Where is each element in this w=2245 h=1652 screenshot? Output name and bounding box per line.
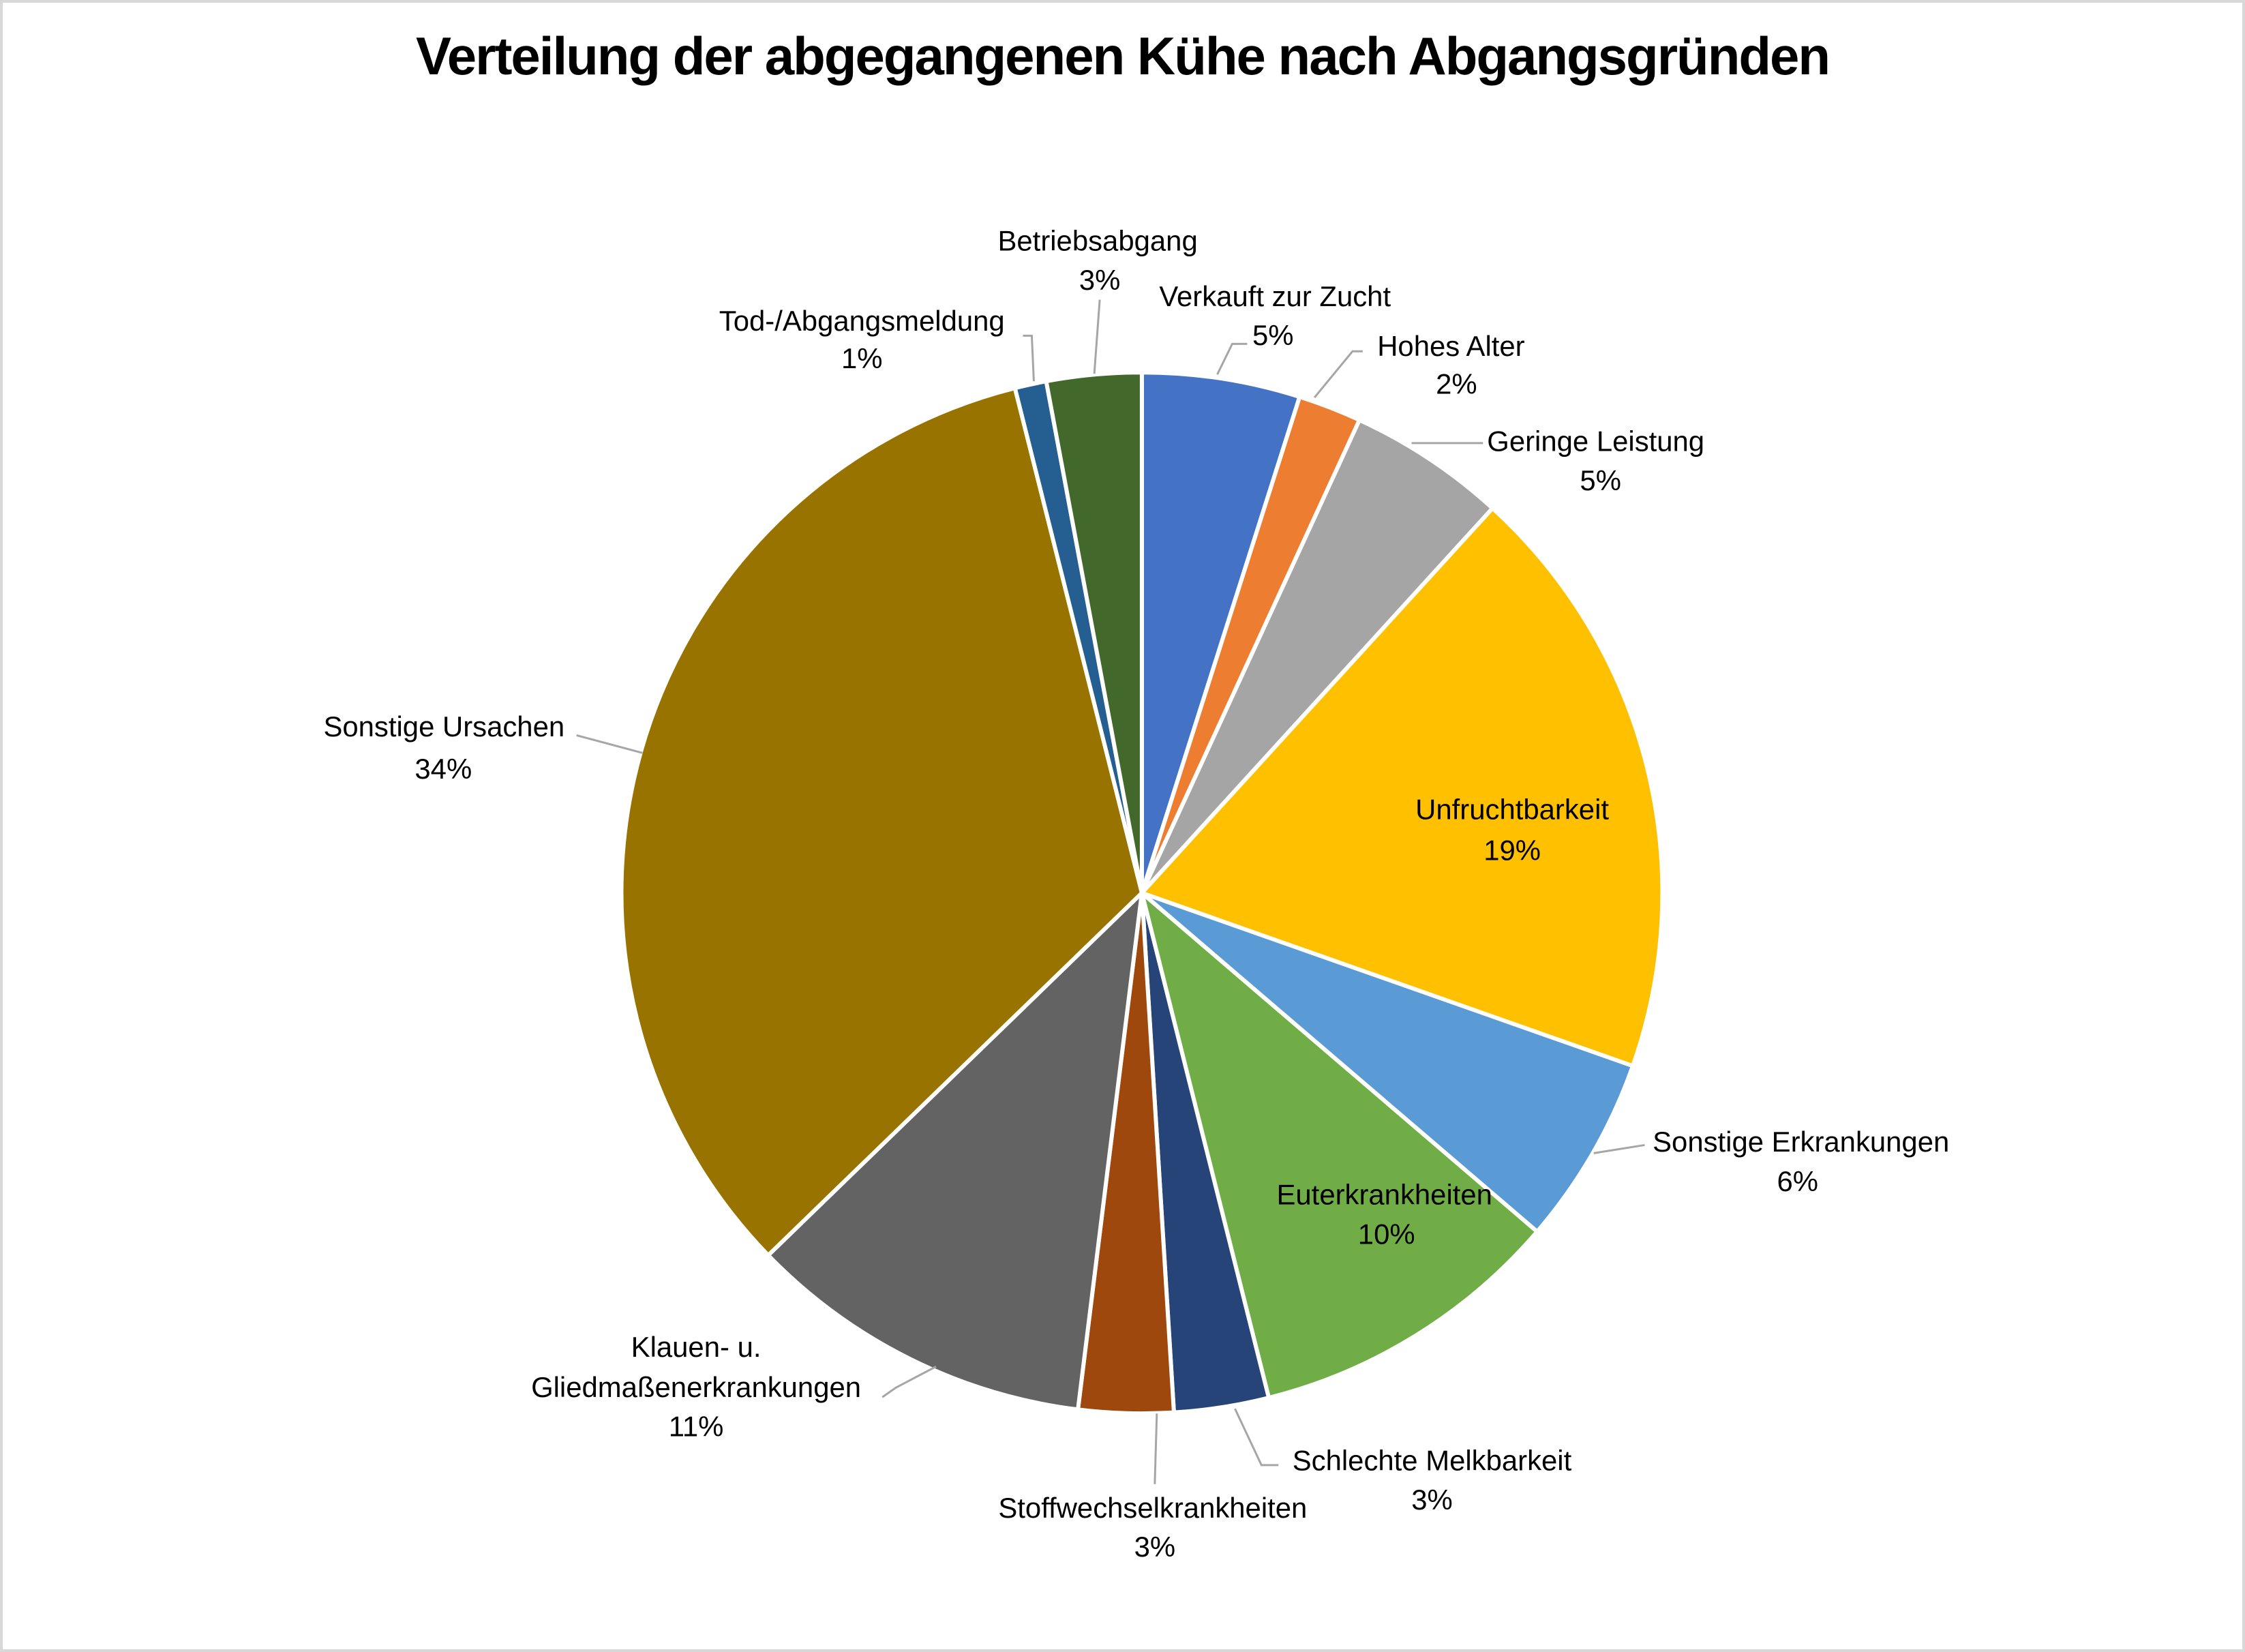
slice-label-stoffwechselkrankheiten: Stoffwechselkrankheiten 3%: [998, 1492, 1307, 1563]
pie-slices: [619, 370, 1665, 1416]
slice-label-tod-abgangsmeldung-value: 1%: [841, 342, 883, 374]
slice-label-euterkrankheiten-value: 10%: [1358, 1218, 1415, 1250]
leader-line-tod-abgangsmeldung: [1023, 334, 1035, 382]
slice-label-hohes-alter: Hohes Alter 2%: [1377, 330, 1524, 400]
leader-line-schlechte-melkbarkeit: [1234, 1408, 1279, 1467]
slice-label-betriebsabgang-value: 3%: [1079, 264, 1121, 296]
slice-label-sonstige-ursachen-name: Sonstige Ursachen: [323, 710, 564, 742]
pie-slice-betriebsabgang: [1044, 370, 1144, 895]
slice-label-geringe-leistung-name: Geringe Leistung: [1487, 425, 1704, 457]
pie-slice-geringe-leistung: [1139, 418, 1495, 895]
leader-line-verkauft-zur-zucht: [1216, 342, 1248, 375]
slice-label-stoffwechselkrankheiten-value: 3%: [1134, 1531, 1176, 1563]
pie-slice-sonstige-ursachen: [619, 386, 1144, 1258]
leader-line-hohes-alter: [1313, 350, 1363, 399]
slice-label-euterkrankheiten-name: Euterkrankheiten: [1276, 1179, 1492, 1211]
slice-label-sonstige-erkrankungen-value: 6%: [1777, 1165, 1818, 1197]
pie-slice-unfruchtbarkeit: [1139, 506, 1665, 1068]
slice-label-unfruchtbarkeit: Unfruchtbarkeit 19%: [1415, 794, 1609, 867]
slice-label-sonstige-erkrankungen-name: Sonstige Erkrankungen: [1653, 1126, 1949, 1158]
slice-label-unfruchtbarkeit-name: Unfruchtbarkeit: [1415, 794, 1609, 826]
slice-label-stoffwechselkrankheiten-name: Stoffwechselkrankheiten: [998, 1492, 1307, 1524]
slice-label-klauen-gliedmassenerkrankungen-name-2: Gliedmaßenerkrankungen: [531, 1371, 861, 1403]
slice-label-betriebsabgang-name: Betriebsabgang: [997, 224, 1197, 256]
slice-label-hohes-alter-value: 2%: [1436, 368, 1477, 400]
slice-label-tod-abgangsmeldung: Tod-/Abgangsmeldung 1%: [719, 305, 1005, 374]
slice-label-euterkrankheiten: Euterkrankheiten 10%: [1276, 1179, 1492, 1250]
leader-line-betriebsabgang: [1093, 299, 1101, 374]
pie-slice-klauen-gliedmassenerkrankungen: [766, 890, 1144, 1412]
slice-label-geringe-leistung-value: 5%: [1580, 464, 1621, 496]
slice-label-geringe-leistung: Geringe Leistung 5%: [1487, 425, 1704, 496]
slice-label-klauen-gliedmassenerkrankungen-name-1: Klauen- u.: [631, 1331, 762, 1363]
leader-line-sonstige-ursachen: [576, 734, 643, 754]
slice-label-schlechte-melkbarkeit-name: Schlechte Melkbarkeit: [1293, 1444, 1572, 1476]
slice-label-klauen-gliedmassenerkrankungen-value: 11%: [669, 1411, 724, 1443]
slice-label-tod-abgangsmeldung-name: Tod-/Abgangsmeldung: [719, 305, 1005, 337]
slice-labels: Verkauft zur Zucht 5% Hohes Alter 2% Geringe…: [323, 224, 1949, 1563]
pie-slice-sonstige-erkrankungen: [1139, 890, 1636, 1234]
leader-lines: [576, 299, 1645, 1484]
pie-slice-euterkrankheiten: [1139, 890, 1539, 1400]
slice-label-hohes-alter-name: Hohes Alter: [1377, 330, 1524, 362]
leader-line-sonstige-erkrankungen: [1593, 1143, 1645, 1154]
pie-chart: Verkauft zur Zucht 5% Hohes Alter 2% Geringe…: [323, 224, 1949, 1563]
slice-label-sonstige-erkrankungen: Sonstige Erkrankungen 6%: [1653, 1126, 1949, 1197]
slice-label-unfruchtbarkeit-value: 19%: [1483, 834, 1541, 866]
leader-line-klauen-gliedmassenerkrankungen: [882, 1366, 937, 1398]
chart-title: Verteilung der abgegangenen Kühe nach Ab…: [415, 26, 1830, 86]
slice-label-schlechte-melkbarkeit-value: 3%: [1411, 1484, 1453, 1516]
leader-line-stoffwechselkrankheiten: [1154, 1413, 1158, 1484]
slice-label-sonstige-ursachen-value: 34%: [415, 753, 472, 785]
slice-label-schlechte-melkbarkeit: Schlechte Melkbarkeit 3%: [1293, 1444, 1572, 1516]
slice-label-klauen-gliedmassenerkrankungen: Klauen- u. Gliedmaßenerkrankungen 11%: [531, 1331, 861, 1443]
slice-label-verkauft-zur-zucht-value: 5%: [1252, 319, 1294, 351]
slice-label-betriebsabgang: Betriebsabgang 3%: [997, 224, 1197, 296]
slice-label-verkauft-zur-zucht: Verkauft zur Zucht 5%: [1159, 280, 1391, 351]
slice-label-verkauft-zur-zucht-name: Verkauft zur Zucht: [1159, 280, 1391, 312]
slice-label-sonstige-ursachen: Sonstige Ursachen 34%: [323, 710, 564, 785]
